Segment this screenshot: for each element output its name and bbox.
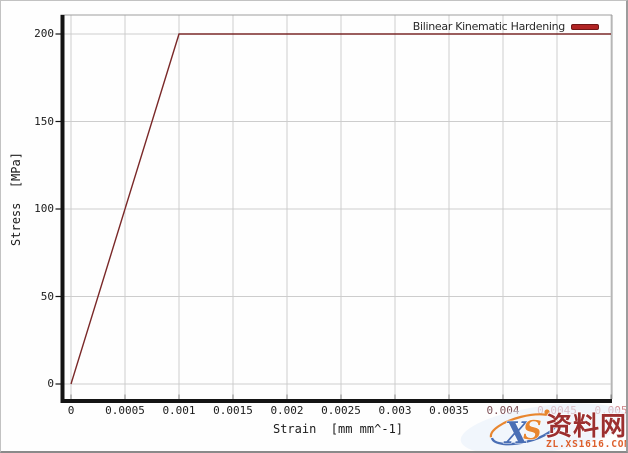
y-axis-title: Stress [MPa] [9, 152, 23, 246]
y-tick-label: 200 [34, 27, 54, 40]
watermark-haze [460, 403, 626, 451]
x-tick-label: 0.002 [270, 404, 304, 417]
site-watermark: X S 资料网 ZL.XS1616.COM [460, 403, 628, 451]
legend: Bilinear Kinematic Hardening [413, 21, 599, 33]
x-tick-label: 0.0025 [321, 404, 361, 417]
x-axis-line [60, 399, 612, 403]
y-axis-line [60, 15, 65, 403]
x-axis-title: Strain [mm mm^-1] [272, 422, 404, 436]
watermark-logo-s: S [523, 416, 542, 446]
legend-line-swatch-icon [571, 24, 599, 30]
watermark-dot [544, 409, 550, 415]
x-tick-label: 0 [67, 404, 75, 417]
watermark-logo-x: X [503, 416, 530, 451]
y-tick-label: 100 [34, 202, 54, 215]
x-tick-label: 0.0005 [105, 404, 145, 417]
y-tick-label: 0 [47, 377, 54, 390]
y-tick-label: 150 [34, 114, 54, 128]
x-tick-label: 0.001 [162, 404, 196, 417]
legend-series-label: Bilinear Kinematic Hardening [412, 20, 566, 33]
series-line [70, 33, 611, 385]
x-tick-label: 0.0035 [429, 404, 469, 417]
x-tick-label: 0.0015 [213, 404, 253, 417]
watermark-site-url: ZL.XS1616.COM [546, 439, 628, 450]
y-tick-label: 50 [40, 289, 54, 303]
x-tick-label: 0.003 [378, 404, 412, 417]
watermark-site-name: 资料网 [546, 412, 627, 442]
